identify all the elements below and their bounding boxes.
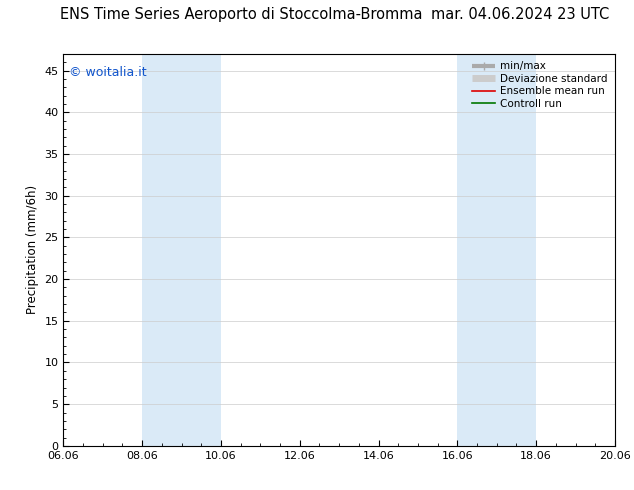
Legend: min/max, Deviazione standard, Ensemble mean run, Controll run: min/max, Deviazione standard, Ensemble m…: [470, 59, 610, 111]
Text: mar. 04.06.2024 23 UTC: mar. 04.06.2024 23 UTC: [430, 7, 609, 22]
Text: ENS Time Series Aeroporto di Stoccolma-Bromma: ENS Time Series Aeroporto di Stoccolma-B…: [60, 7, 422, 22]
Y-axis label: Precipitation (mm/6h): Precipitation (mm/6h): [26, 185, 39, 315]
Bar: [142, 54, 221, 446]
Bar: [457, 54, 536, 446]
Text: © woitalia.it: © woitalia.it: [69, 66, 146, 79]
